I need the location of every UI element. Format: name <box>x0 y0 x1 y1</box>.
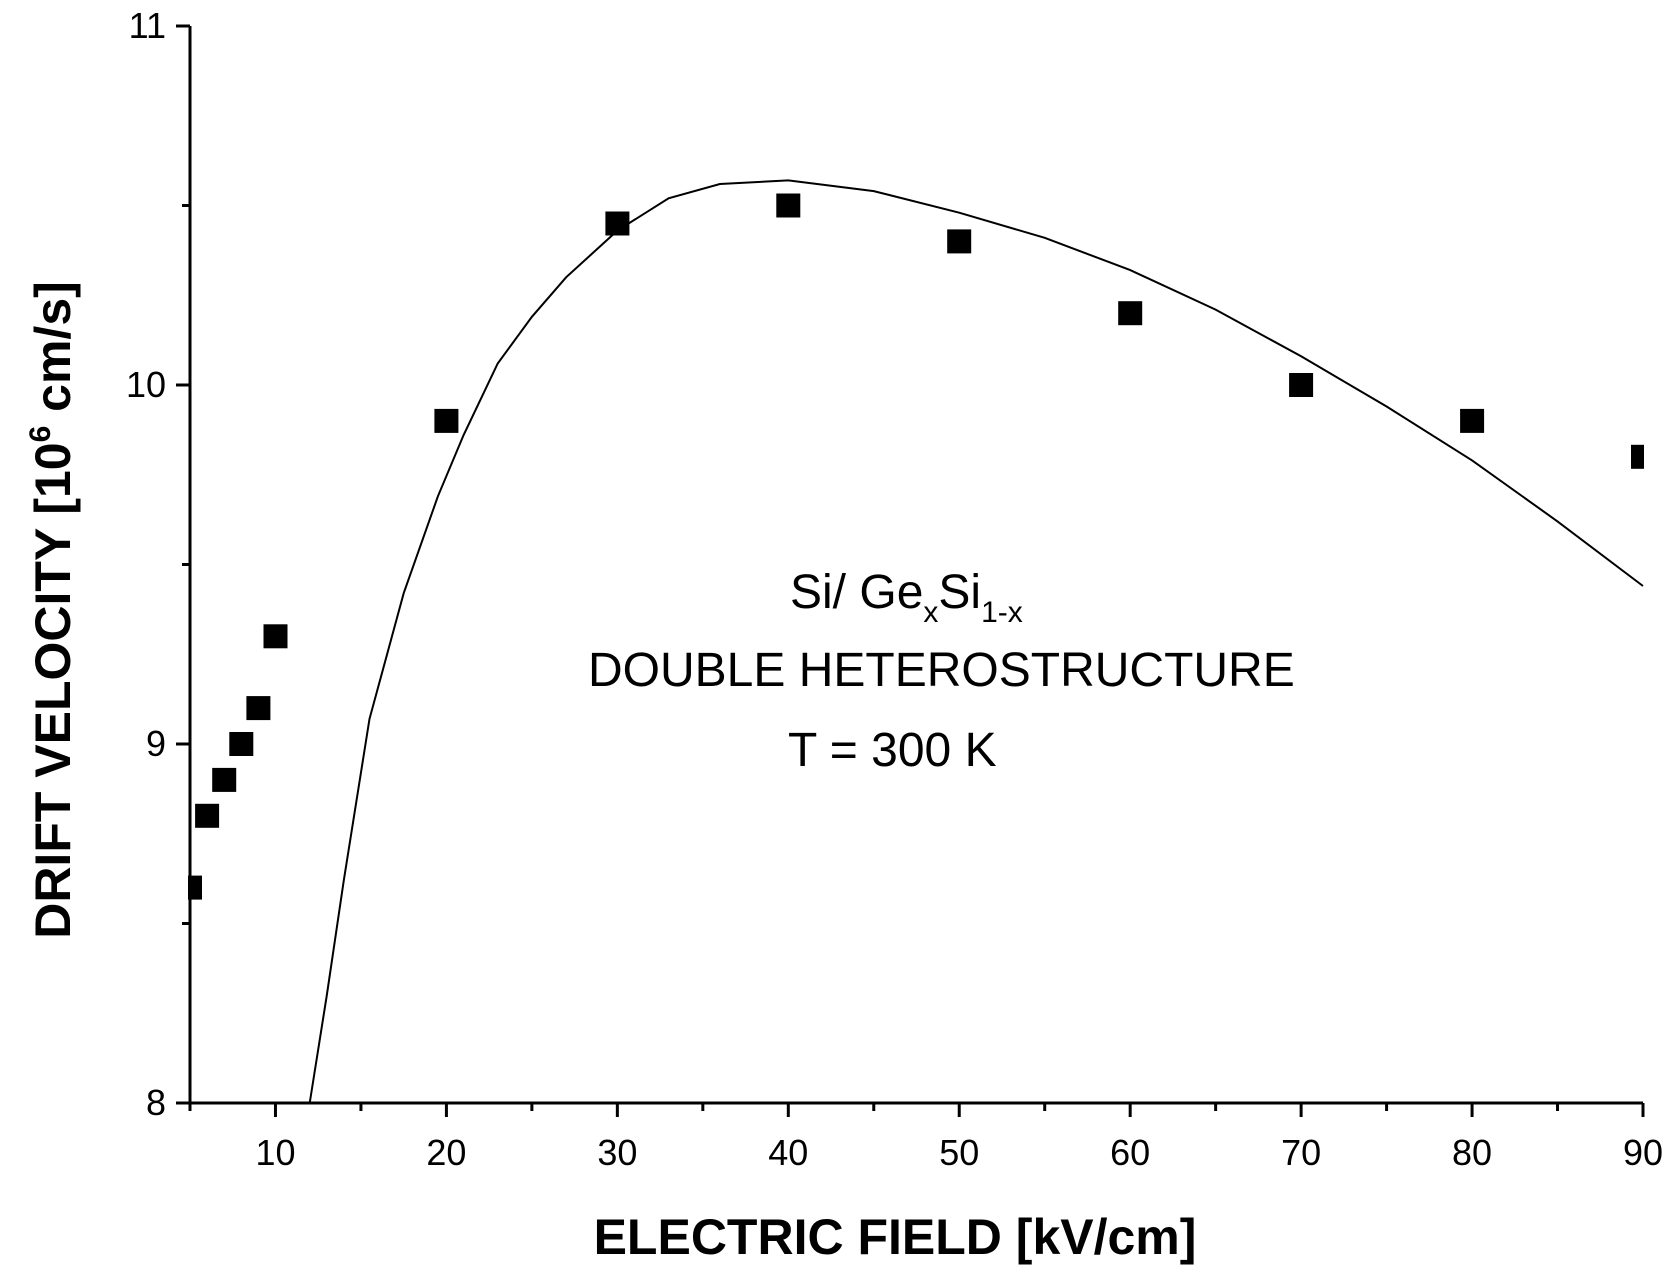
annotation-line-1-a: Si/ Ge <box>790 566 923 619</box>
data-point-marker <box>229 732 254 756</box>
annotation-line-3: T = 300 K <box>788 724 997 777</box>
y-axis-title: DRIFT VELOCITY [106 cm/s] <box>24 281 81 939</box>
data-point-marker <box>1289 373 1314 397</box>
x-tick-label: 80 <box>1452 1132 1492 1173</box>
x-tick-label: 60 <box>1110 1132 1150 1173</box>
y-ticks: 8 9 10 11 <box>126 5 190 1123</box>
x-tick-label: 30 <box>597 1132 637 1173</box>
x-tick-label: 40 <box>768 1132 808 1173</box>
annotation-line-1-b: Si <box>938 566 981 619</box>
data-point-marker <box>263 624 288 649</box>
data-point-marker <box>1118 301 1143 326</box>
x-axis-title: ELECTRIC FIELD [kV/cm] <box>594 1209 1197 1265</box>
annotation-line-2: DOUBLE HETEROSTRUCTURE <box>588 644 1295 697</box>
y-tick-label: 10 <box>126 364 166 405</box>
chart-annotation: Si/ GexSi1-x DOUBLE HETEROSTRUCTURE T = … <box>588 566 1295 777</box>
x-tick-label: 90 <box>1623 1132 1663 1173</box>
y-tick-label: 9 <box>146 723 166 764</box>
data-point-marker <box>1631 444 1644 469</box>
annotation-line-1: Si/ GexSi1-x <box>790 566 1023 629</box>
data-point-marker <box>434 408 459 433</box>
data-point-marker <box>188 875 202 900</box>
x-tick-label: 20 <box>426 1132 466 1173</box>
data-point-marker <box>195 803 220 828</box>
data-point-marker <box>947 229 972 254</box>
data-point-marker <box>246 696 271 721</box>
y-tick-label: 8 <box>146 1082 166 1123</box>
y-axis-title-superscript: 6 <box>24 426 57 443</box>
fit-curve-layer <box>308 179 1644 1104</box>
x-ticks: 10 20 30 40 50 60 70 80 90 <box>188 1103 1663 1173</box>
data-point-marker <box>212 767 237 792</box>
annotation-line-1-sub-x: x <box>923 596 938 629</box>
x-tick-label: 10 <box>255 1132 295 1173</box>
data-point-marker <box>1460 408 1485 433</box>
y-tick-label: 11 <box>129 5 166 46</box>
data-point-marker <box>605 211 630 236</box>
x-tick-label: 70 <box>1281 1132 1321 1173</box>
x-tick-label: 50 <box>939 1132 979 1173</box>
y-axis-title-tail: cm/s] <box>25 281 81 426</box>
y-axis-title-main: DRIFT VELOCITY [10 <box>25 442 81 938</box>
axes <box>188 26 1643 1105</box>
data-points-layer <box>188 193 1644 900</box>
fit-curve-line <box>308 179 1644 1104</box>
data-point-marker <box>776 193 801 218</box>
annotation-line-1-sub-1-x: 1-x <box>981 596 1023 629</box>
